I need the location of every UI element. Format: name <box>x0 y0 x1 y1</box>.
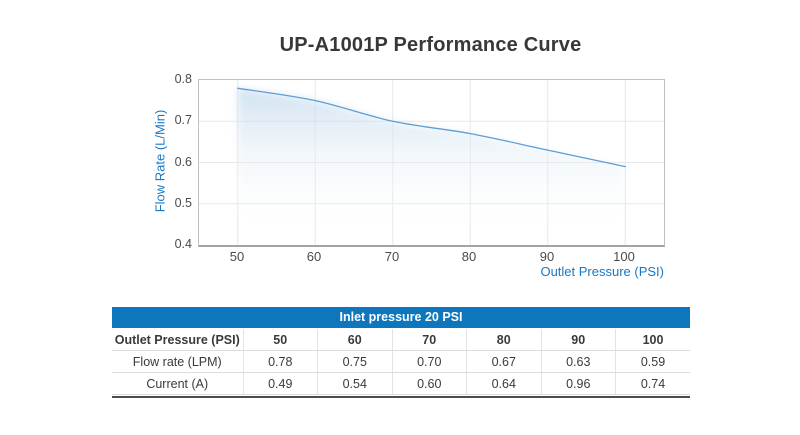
cell-current: 0.49 <box>242 372 318 395</box>
col-header: 60 <box>317 329 392 351</box>
y-tick-label: 0.8 <box>174 72 192 86</box>
cell-flow-rate-highlighted: 0.70 <box>391 350 467 373</box>
x-tick-label: 80 <box>461 249 477 264</box>
table-title-bar: Inlet pressure 20 PSI <box>112 307 690 328</box>
x-tick-label: 50 <box>229 249 245 264</box>
plot-area <box>198 79 665 247</box>
table-row-flow-rate: Flow rate (LPM) 0.78 0.75 0.70 0.67 0.63… <box>112 350 690 373</box>
data-table: Inlet pressure 20 PSI Outlet Pressure (P… <box>112 307 690 398</box>
cell-flow-rate: 0.59 <box>615 350 690 373</box>
col-header: 100 <box>615 329 690 351</box>
x-tick-label: 100 <box>613 249 635 264</box>
y-tick-label: 0.4 <box>174 237 192 251</box>
cell-current: 0.54 <box>317 372 392 395</box>
x-axis-label: Outlet Pressure (PSI) <box>540 264 664 279</box>
cell-current: 0.74 <box>615 372 690 395</box>
col-header: 50 <box>242 329 318 351</box>
col-header-highlighted: 70 <box>391 329 467 351</box>
y-tick-label: 0.6 <box>174 155 192 169</box>
x-tick-label: 60 <box>306 249 322 264</box>
x-tick-label: 70 <box>384 249 400 264</box>
col-header: 80 <box>466 329 541 351</box>
flow-rate-curve <box>237 87 626 168</box>
col-header: 90 <box>540 329 616 351</box>
flow-rate-chart <box>199 80 664 245</box>
area-fill <box>237 88 626 245</box>
cell-flow-rate: 0.75 <box>317 350 392 373</box>
row-label-flow-rate: Flow rate (LPM) <box>112 350 243 373</box>
row-label-current: Current (A) <box>112 372 243 395</box>
cell-flow-rate: 0.63 <box>540 350 616 373</box>
y-tick-label: 0.7 <box>174 113 192 127</box>
table-header-row: Outlet Pressure (PSI) 50 60 70 80 90 100 <box>112 329 690 351</box>
pressure-table: Outlet Pressure (PSI) 50 60 70 80 90 100… <box>112 329 690 395</box>
cell-current-highlighted: 0.60 <box>391 372 467 395</box>
cell-flow-rate: 0.67 <box>466 350 541 373</box>
cell-flow-rate: 0.78 <box>242 350 318 373</box>
y-tick-label: 0.5 <box>174 196 192 210</box>
table-row-current: Current (A) 0.49 0.54 0.60 0.64 0.96 0.7… <box>112 372 690 395</box>
page-title: UP-A1001P Performance Curve <box>279 34 582 56</box>
row-label-outlet-pressure: Outlet Pressure (PSI) <box>112 329 243 351</box>
cell-current: 0.96 <box>540 372 616 395</box>
cell-current: 0.64 <box>466 372 541 395</box>
x-tick-label: 90 <box>539 249 555 264</box>
